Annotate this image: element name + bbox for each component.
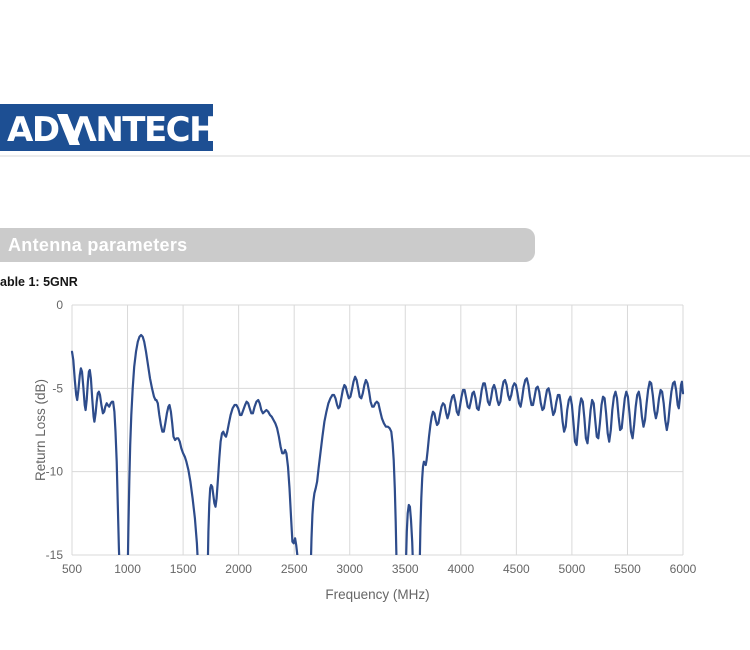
advantech-logo: AD ΛNTECH — [0, 104, 213, 151]
x-tick-label: 2000 — [225, 562, 252, 576]
logo-text-ad: AD — [7, 110, 59, 150]
x-tick-label: 5000 — [559, 562, 586, 576]
section-title-bar: Antenna parameters — [0, 228, 535, 262]
logo-text-antech: ΛNTECH — [71, 110, 214, 150]
table-caption: able 1: 5GNR — [0, 275, 78, 289]
header-divider — [0, 155, 750, 157]
x-tick-label: 4000 — [447, 562, 474, 576]
logo-v-slash-icon — [57, 114, 80, 145]
x-tick-label: 5500 — [614, 562, 641, 576]
section-title: Antenna parameters — [8, 234, 188, 255]
x-tick-label: 3500 — [392, 562, 419, 576]
x-tick-label: 1500 — [170, 562, 197, 576]
y-axis-title: Return Loss (dB) — [33, 379, 48, 481]
y-tick-label: -5 — [52, 381, 63, 395]
x-tick-label: 6000 — [670, 562, 697, 576]
y-tick-label: -10 — [46, 465, 64, 479]
return-loss-series-line — [70, 333, 685, 555]
y-tick-label: 0 — [56, 298, 63, 312]
y-tick-label: -15 — [46, 548, 64, 562]
x-axis-title: Frequency (MHz) — [325, 587, 429, 602]
x-tick-label: 4500 — [503, 562, 530, 576]
x-tick-label: 500 — [62, 562, 82, 576]
x-tick-label: 3000 — [336, 562, 363, 576]
x-tick-label: 2500 — [281, 562, 308, 576]
x-tick-label: 1000 — [114, 562, 141, 576]
